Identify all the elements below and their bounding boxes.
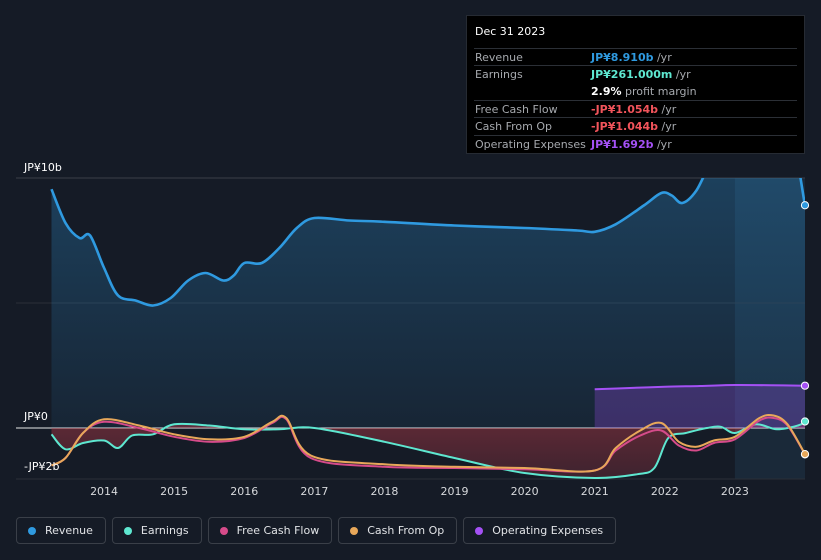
legend-item-revenue[interactable]: Revenue — [16, 517, 106, 544]
y-axis-zero-label: JP¥0 — [23, 410, 48, 423]
chart-legend: Revenue Earnings Free Cash Flow Cash From O… — [16, 517, 617, 546]
tooltip-row-value: JP¥261.000m /yr — [591, 68, 691, 82]
operating-expenses-line — [594, 383, 805, 391]
series-lines — [50, 178, 805, 479]
tooltip-row-label: Revenue — [475, 51, 523, 64]
tooltip-row-value: JP¥8.910b /yr — [591, 51, 672, 64]
x-tick-2022: 2022 — [651, 485, 679, 498]
tooltip-row-unit: /yr — [658, 102, 677, 116]
tooltip-row-label: Free Cash Flow — [475, 102, 558, 116]
legend-label: Operating Expenses — [492, 524, 604, 537]
y-axis-top-label: JP¥10b — [23, 161, 62, 174]
revenue-end-marker — [800, 201, 810, 210]
x-tick-2017: 2017 — [300, 485, 328, 498]
y-axis-bottom-label: -JP¥2b — [24, 460, 59, 473]
legend-label: Earnings — [140, 524, 189, 537]
legend-dot-icon — [350, 526, 359, 535]
legend-dot-icon — [28, 526, 36, 535]
earnings-area — [51, 421, 805, 479]
legend-label: Free Cash Flow — [236, 524, 320, 537]
operating-expenses-area — [594, 384, 805, 428]
tooltip-row: 2.9% profit margin — [474, 83, 797, 100]
tooltip-row-unit: /yr — [653, 51, 672, 64]
series-areas — [51, 178, 805, 479]
legend-dot-icon — [219, 526, 228, 535]
legend-label: Cash From Op — [367, 524, 445, 537]
cash-from-op-line — [51, 413, 805, 473]
tooltip-row-value: JP¥1.692b /yr — [591, 137, 672, 151]
earnings-end-marker — [800, 417, 810, 426]
x-tick-2014: 2014 — [90, 485, 118, 498]
tooltip-row-value: 2.9% profit margin — [591, 84, 697, 98]
x-tick-2015: 2015 — [160, 485, 188, 498]
tooltip-row: Revenue JP¥8.910b /yr — [474, 48, 797, 66]
tooltip-row-value: -JP¥1.054b /yr — [591, 102, 677, 116]
legend-dot-icon — [475, 526, 484, 535]
legend-item-earnings[interactable]: Earnings — [111, 517, 202, 544]
x-axis-ticks: 2014 2015 2016 2017 2018 2019 2020 2021 2022 2023 — [90, 485, 749, 498]
tooltip-row-unit: /yr — [672, 68, 691, 82]
operating-expenses-end-marker — [800, 381, 810, 390]
legend-item-cash-from-op[interactable]: Cash From Op — [338, 517, 458, 544]
x-tick-2023: 2023 — [721, 485, 749, 498]
legend-item-operating-expenses[interactable]: Operating Expenses — [463, 517, 617, 544]
tooltip-row-label: Operating Expenses — [475, 137, 586, 151]
legend-label: Revenue — [45, 524, 93, 537]
tooltip-row: Earnings JP¥261.000m /yr — [474, 65, 797, 83]
earnings-line — [50, 420, 805, 479]
tooltip-date: Dec 31 2023 — [475, 25, 546, 38]
tooltip-row: Free Cash Flow -JP¥1.054b /yr — [474, 99, 797, 118]
tooltip-row-unit: profit margin — [621, 84, 697, 98]
legend-item-free-cash-flow[interactable]: Free Cash Flow — [207, 517, 333, 544]
legend-dot-icon — [123, 526, 132, 535]
tooltip-row-label: Cash From Op — [475, 120, 553, 134]
x-tick-2016: 2016 — [230, 485, 258, 498]
revenue-area — [51, 178, 805, 428]
x-tick-2020: 2020 — [511, 485, 539, 498]
revenue-line — [50, 178, 805, 307]
cash-from-op-end-marker — [800, 450, 810, 459]
tooltip-row-value: -JP¥1.044b /yr — [591, 120, 677, 134]
tooltip-row-unit: /yr — [653, 137, 672, 151]
free-cash-flow-line — [51, 415, 805, 473]
x-tick-2019: 2019 — [441, 485, 469, 498]
x-tick-2018: 2018 — [370, 485, 398, 498]
series-end-markers — [800, 201, 810, 459]
tooltip-row: Operating Expenses JP¥1.692b /yr — [474, 134, 797, 153]
tooltip-row-unit: /yr — [658, 120, 677, 134]
tooltip-row: Cash From Op -JP¥1.044b /yr — [474, 117, 797, 135]
tooltip-row-label: Earnings — [475, 68, 523, 82]
x-tick-2021: 2021 — [581, 485, 609, 498]
data-tooltip: Dec 31 2023 Revenue JP¥8.910b /yr Earnings… — [466, 15, 805, 154]
